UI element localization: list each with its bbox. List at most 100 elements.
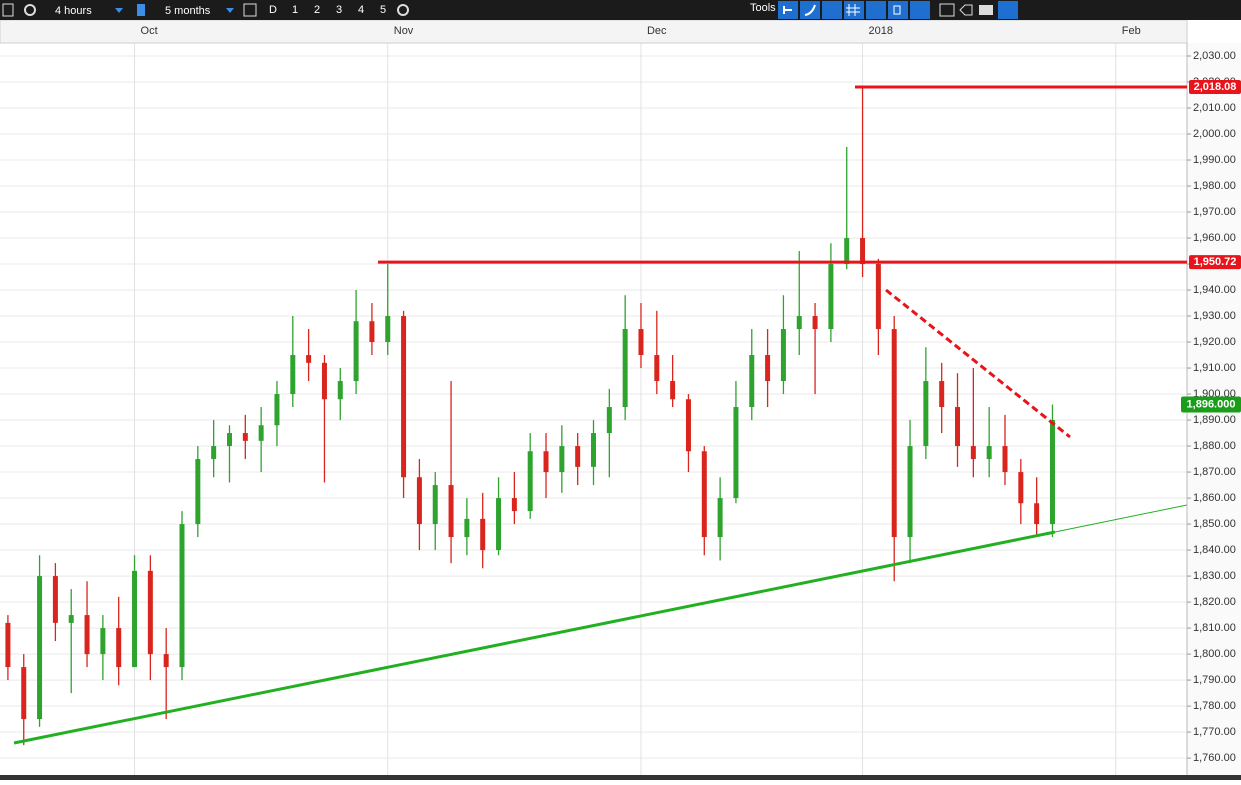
range-text[interactable]: 5 months (165, 5, 211, 17)
candle-body (226, 433, 232, 447)
candle-body (353, 321, 359, 382)
dropdown-arrow (226, 8, 234, 13)
tool-glyph (893, 5, 901, 15)
last-price-label: 1,896.000 (1187, 398, 1236, 410)
candle-body (670, 381, 676, 400)
candle-body (179, 524, 185, 668)
period-button[interactable]: 3 (336, 4, 342, 16)
candle-body (749, 355, 755, 408)
candle-body (432, 485, 438, 525)
tool-button[interactable] (844, 1, 864, 19)
interval-select[interactable] (44, 2, 128, 18)
y-tick-label: 1,780.00 (1193, 700, 1236, 712)
candle-body (575, 446, 581, 467)
candle-body (511, 498, 517, 512)
period-button[interactable]: 1 (292, 4, 298, 16)
y-tick-label: 1,940.00 (1193, 284, 1236, 296)
x-tick-label: Dec (647, 25, 667, 37)
candle-body (527, 451, 533, 512)
tool-button[interactable] (800, 1, 820, 19)
y-tick-label: 1,930.00 (1193, 310, 1236, 322)
candle-body (796, 316, 802, 330)
candle-body (100, 628, 106, 655)
y-tick-label: 1,980.00 (1193, 180, 1236, 192)
candle-body (828, 264, 834, 330)
bottom-bar (0, 775, 1241, 780)
period-button[interactable]: D (269, 4, 277, 16)
y-tick-label: 1,990.00 (1193, 154, 1236, 166)
y-tick-label: 1,850.00 (1193, 518, 1236, 530)
interval-text: 4 hours (55, 5, 92, 17)
candle-body (369, 321, 375, 343)
settings-icon[interactable] (397, 4, 409, 16)
candle-body (654, 355, 660, 382)
candle-body (907, 446, 913, 538)
period-button[interactable]: 4 (358, 4, 364, 16)
tools-label: Tools (750, 2, 776, 14)
candle-body (591, 433, 596, 467)
candle-body (923, 381, 929, 447)
candle-body (211, 446, 217, 460)
y-tick-label: 1,960.00 (1193, 232, 1236, 244)
candle-body (1018, 472, 1024, 504)
candle-body (274, 394, 280, 426)
candle-body (116, 628, 122, 668)
tool-button[interactable] (998, 1, 1018, 19)
price-axis-labels: 1,760.00 1,770.00 1,780.00 1,790.00 1,800.00… (1187, 50, 1236, 764)
candle-body (780, 329, 786, 382)
tool-button[interactable] (910, 1, 930, 19)
candle-body (448, 485, 454, 538)
x-tick-label: Feb (1122, 25, 1141, 37)
menu-icon[interactable] (2, 3, 14, 17)
tool-button[interactable] (822, 1, 842, 19)
candle-body (701, 451, 707, 538)
candle-body (337, 381, 343, 400)
calendar-icon[interactable] (243, 3, 257, 17)
candle-body (955, 407, 961, 447)
candle-body (939, 381, 945, 408)
candle-body (606, 407, 612, 434)
y-tick-label: 1,820.00 (1193, 596, 1236, 608)
y-tick-label: 1,970.00 (1193, 206, 1236, 218)
candle-body (622, 329, 628, 408)
candle-body (147, 570, 153, 655)
candle-body (733, 407, 739, 499)
y-tick-label: 1,910.00 (1193, 362, 1236, 374)
candle-body (163, 654, 169, 668)
y-tick-label: 2,010.00 (1193, 102, 1236, 114)
trendline-extension (1054, 504, 1188, 533)
x-tick-label: Nov (394, 25, 414, 37)
tool-button[interactable] (888, 1, 908, 19)
candle-body (812, 316, 818, 330)
candle-body (1049, 420, 1055, 525)
candle-body (543, 451, 549, 473)
tool-glyph (846, 4, 860, 16)
y-tick-label: 1,920.00 (1193, 336, 1236, 348)
print-button[interactable] (979, 5, 993, 15)
y-tick-label: 2,000.00 (1193, 128, 1236, 140)
period-button[interactable]: 5 (380, 4, 386, 16)
candle-body (765, 355, 771, 382)
settings-icon[interactable] (24, 4, 36, 16)
last-price-tag (1181, 396, 1241, 413)
time-axis (0, 19, 1188, 44)
candle-body (860, 238, 866, 265)
candle-body (1002, 446, 1008, 473)
candle-body (5, 622, 11, 668)
x-tick-label: 2018 (869, 25, 893, 37)
candle-body (68, 615, 74, 623)
period-button[interactable]: 2 (314, 4, 320, 16)
tool-button[interactable] (866, 1, 886, 19)
y-tick-label: 1,790.00 (1193, 674, 1236, 686)
candle-body (401, 316, 407, 478)
range-icon[interactable] (137, 4, 145, 16)
candle-body (37, 576, 43, 720)
tool-glyph (804, 4, 816, 16)
candle-body (844, 238, 850, 265)
candle-body (559, 446, 565, 473)
candle-body (306, 355, 312, 363)
trendline-resistance (885, 288, 1071, 439)
tool-button[interactable] (959, 4, 973, 16)
tool-button[interactable] (939, 3, 955, 17)
